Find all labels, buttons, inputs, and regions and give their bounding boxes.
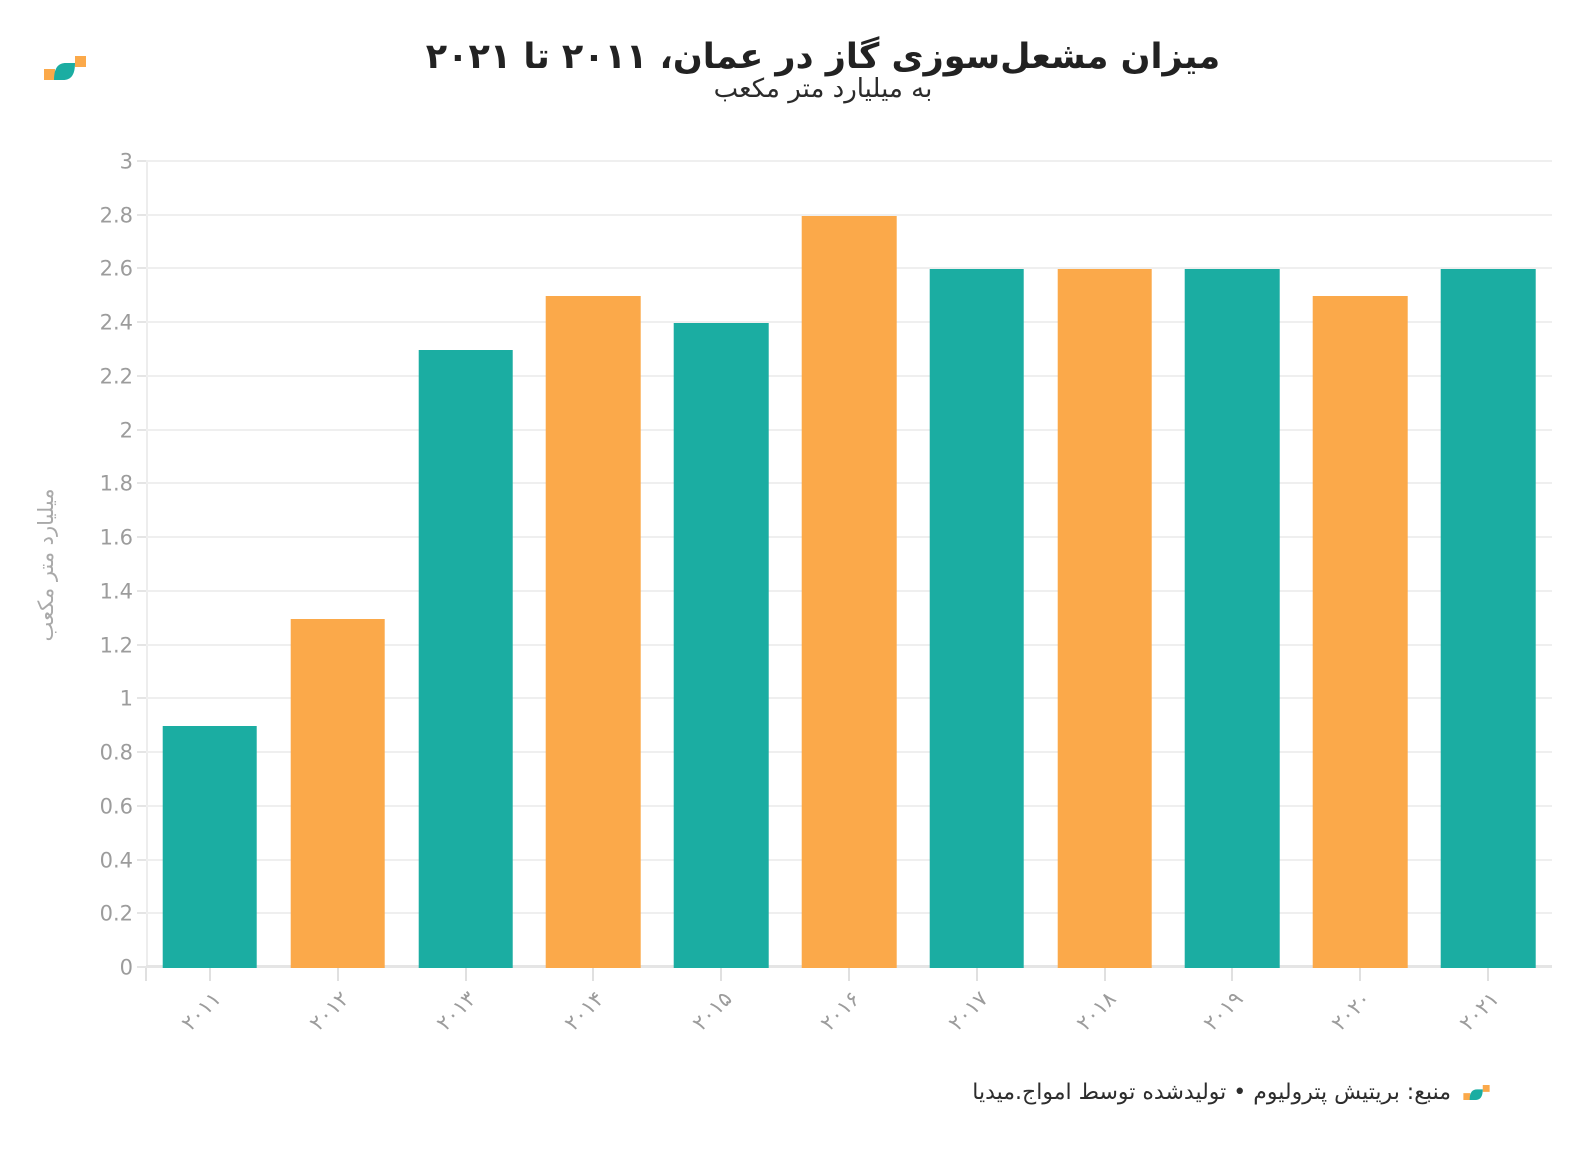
x-axis-tick-2014 [592, 968, 595, 981]
bar-2021 [1440, 269, 1536, 968]
amwaj-wave-icon [44, 56, 86, 80]
y-axis-tick-1.2 [137, 643, 146, 646]
y-axis-tick-2.4 [137, 321, 146, 324]
bar-2015 [673, 323, 769, 968]
bar-2020 [1312, 296, 1408, 968]
y-axis-label-2.2: 2.2 [99, 364, 133, 389]
bar-2017 [929, 269, 1025, 968]
y-axis-tick-2.8 [137, 213, 146, 216]
y-axis-label-0: 0 [119, 955, 133, 980]
y-axis-tick-0 [137, 966, 146, 968]
bar-2011 [162, 726, 258, 968]
y-axis-tick-2.2 [137, 374, 146, 377]
y-axis-tick-1.8 [137, 482, 146, 485]
y-axis-tick-2 [137, 428, 146, 431]
bar-2013 [418, 350, 513, 968]
y-axis-tick-1 [137, 697, 146, 700]
y-axis-tick-3 [137, 160, 146, 162]
y-axis-label-1.2: 1.2 [99, 633, 133, 658]
bar-2016 [801, 215, 897, 968]
amwaj-wave-icon [1463, 1085, 1490, 1100]
x-axis-tick-2016 [848, 968, 850, 981]
y-axis-label-1: 1 [119, 686, 133, 711]
x-axis-tick-2013 [464, 968, 467, 981]
x-axis-label-2018: ۲۰۱۸ [1071, 986, 1121, 1036]
x-axis-label-2014: ۲۰۱۴ [560, 986, 609, 1036]
x-axis-origin-tick [145, 968, 147, 981]
amwaj-logo [44, 56, 86, 80]
x-axis-label-2021: ۲۰۲۱ [1454, 986, 1504, 1036]
y-axis-label-1.4: 1.4 [99, 579, 133, 604]
y-axis-label-2.8: 2.8 [99, 203, 133, 228]
x-axis-label-2016: ۲۰۱۶ [815, 986, 865, 1036]
y-axis-tick-0.6 [137, 804, 146, 807]
y-axis-tick-1.6 [137, 536, 146, 539]
x-axis-label-2020: ۲۰۲۰ [1326, 986, 1376, 1036]
y-axis-tick-1.4 [137, 589, 146, 592]
y-axis-label-0.4: 0.4 [99, 848, 133, 873]
y-axis-label-2.6: 2.6 [99, 256, 133, 281]
x-axis-tick-2017 [975, 968, 978, 981]
x-axis-tick-2012 [336, 968, 339, 981]
x-axis-label-2017: ۲۰۱۷ [943, 986, 993, 1036]
y-axis-tick-2.6 [137, 267, 146, 270]
y-axis-label-0.6: 0.6 [99, 794, 133, 819]
y-axis-label-3: 3 [119, 149, 133, 174]
x-axis-label-2015: ۲۰۱۵ [687, 986, 737, 1036]
y-axis-label-2: 2 [119, 418, 133, 443]
x-axis-label-2011: ۲۰۱۱ [176, 986, 226, 1036]
bar-2018 [1057, 269, 1152, 968]
gridline-3 [146, 160, 1552, 162]
x-axis-label-2012: ۲۰۱۲ [304, 986, 354, 1036]
page-title: میزان مشعل‌سوزی گاز در عمان، ۲۰۱۱ تا ۲۰۲… [425, 37, 1221, 78]
y-axis-tick-0.8 [137, 751, 146, 754]
plot-area: 0 0.2 0.4 0.6 0.8 1 1.2 1.4 1.6 1.8 2 2.2 2.4 2.6 2.8 3… [100, 151, 1552, 1035]
x-axis-tick-2020 [1359, 968, 1362, 981]
y-axis-label-2.4: 2.4 [99, 310, 133, 335]
page-subtitle: به میلیارد متر مکعب [713, 74, 933, 104]
x-axis-label-2013: ۲۰۱۳ [432, 986, 482, 1036]
source-note: منبع: بریتیش پترولیوم • تولیدشده توسط ام… [972, 1080, 1451, 1105]
footer: منبع: بریتیش پترولیوم • تولیدشده توسط ام… [972, 1080, 1490, 1105]
bar-2012 [290, 618, 386, 968]
y-axis-label-1.8: 1.8 [99, 471, 133, 496]
bar-2014 [546, 296, 641, 968]
y-axis-label-1.6: 1.6 [99, 525, 133, 550]
y-axis-tick-0.4 [137, 858, 146, 861]
y-axis-title: میلیارد متر مکعب [34, 488, 58, 642]
x-axis-label-2019: ۲۰۱۹ [1199, 986, 1249, 1036]
gridline-2.8 [146, 213, 1552, 216]
y-axis-label-0.2: 0.2 [99, 901, 133, 926]
x-axis-tick-2021 [1487, 968, 1490, 981]
y-axis-line [146, 162, 148, 968]
x-axis-tick-2011 [208, 968, 211, 981]
x-axis-tick-2015 [720, 968, 723, 981]
x-axis-tick-2018 [1103, 968, 1106, 981]
bar-2019 [1185, 269, 1280, 968]
x-axis-tick-2019 [1231, 968, 1234, 981]
y-axis-label-0.8: 0.8 [99, 740, 133, 765]
y-axis-tick-0.2 [137, 912, 146, 915]
